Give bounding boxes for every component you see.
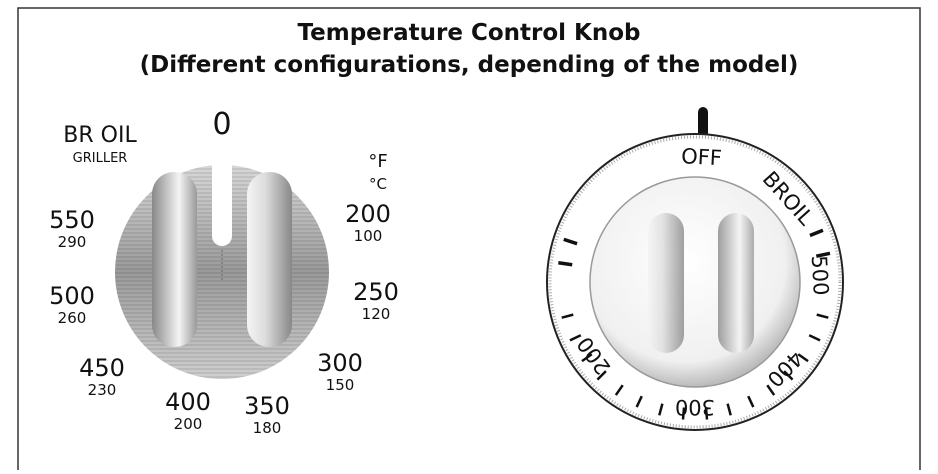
tick xyxy=(581,353,593,363)
celsius-value: 100 xyxy=(354,227,383,245)
tick xyxy=(766,384,776,396)
dial-label: 500 xyxy=(807,255,833,296)
dial-label: OFF xyxy=(681,144,723,170)
fahrenheit-value: 550 xyxy=(49,206,95,234)
inner-knob xyxy=(589,176,801,388)
fahrenheit-value: 200 xyxy=(345,200,391,228)
title: Temperature Control Knob xyxy=(298,20,641,46)
tick xyxy=(797,353,809,363)
tick xyxy=(561,313,574,319)
tick xyxy=(726,403,732,416)
celsius-label: °C xyxy=(369,175,387,193)
griller-label: GRILLER xyxy=(73,151,128,166)
celsius-value: 180 xyxy=(253,419,282,437)
subtitle: (Different configurations, depending of … xyxy=(140,52,799,78)
tick xyxy=(815,251,831,258)
grip xyxy=(152,172,197,347)
grip xyxy=(718,213,754,353)
slot xyxy=(212,150,232,246)
celsius-value: 150 xyxy=(326,376,355,394)
zero-label: 0 xyxy=(212,107,231,142)
tick xyxy=(558,261,573,267)
celsius-value: 260 xyxy=(58,309,87,327)
tick xyxy=(596,370,607,381)
tick xyxy=(747,395,755,408)
celsius-value: 290 xyxy=(58,233,87,251)
tick xyxy=(635,395,643,408)
tick xyxy=(808,334,821,342)
dial-label: 300 xyxy=(675,395,715,419)
tick xyxy=(569,334,582,342)
tick xyxy=(809,228,824,238)
celsius-value: 230 xyxy=(88,381,117,399)
fahrenheit-value: 450 xyxy=(79,354,125,382)
tick xyxy=(658,403,664,416)
tick xyxy=(704,407,709,420)
grip xyxy=(247,172,292,347)
tick xyxy=(681,407,686,420)
broil-label: BR OIL xyxy=(63,123,137,148)
fahrenheit-value: 350 xyxy=(244,392,290,420)
fahrenheit-value: 500 xyxy=(49,282,95,310)
tick xyxy=(783,370,794,381)
tick xyxy=(563,237,578,246)
celsius-value: 200 xyxy=(174,415,203,433)
fahrenheit-value: 400 xyxy=(165,388,211,416)
tick-marks xyxy=(558,228,831,420)
dial-edge xyxy=(548,135,842,429)
frame xyxy=(17,7,921,474)
fahrenheit-value: 250 xyxy=(353,278,399,306)
fahrenheit-label: °F xyxy=(368,151,387,172)
tick xyxy=(816,313,829,319)
tick xyxy=(614,384,624,396)
celsius-value: 120 xyxy=(362,305,391,323)
fahrenheit-value: 300 xyxy=(317,349,363,377)
left-knob xyxy=(115,150,329,379)
grip xyxy=(648,213,684,353)
right-knob xyxy=(546,107,844,431)
